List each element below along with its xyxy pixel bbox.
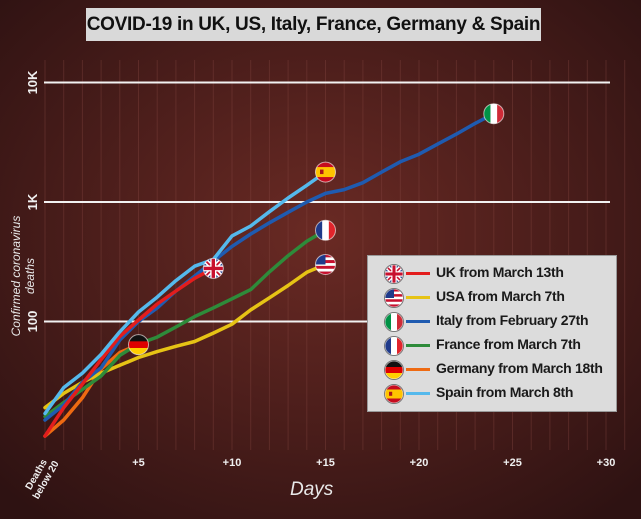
x-tick-label: +5 — [132, 457, 145, 469]
series-line-italy — [43, 111, 496, 422]
x-axis-label: Days — [290, 479, 334, 500]
spain-flag-icon — [385, 385, 403, 403]
legend-label: UK from March 13th — [436, 264, 564, 280]
legend-swatch — [406, 392, 430, 395]
france-flag-icon — [384, 336, 404, 356]
germany-flag-icon — [385, 361, 403, 379]
uk-flag-icon — [202, 257, 224, 279]
series-end-marker-germany — [128, 334, 149, 356]
italy-flag-icon — [483, 103, 505, 125]
legend-label: USA from March 7th — [436, 288, 565, 304]
italy-flag-icon — [384, 312, 404, 332]
legend-item-usa: USA from March 7th — [378, 287, 614, 309]
legend-swatch — [406, 344, 430, 347]
legend: UK from March 13th USA from March 7th Ital… — [367, 255, 617, 412]
uk-flag-icon — [384, 264, 404, 284]
series-line-france — [43, 228, 328, 419]
x-tick-label: +15 — [316, 457, 335, 469]
legend-swatch — [406, 272, 430, 275]
series-end-marker-italy — [483, 103, 505, 125]
uk-flag-icon — [385, 265, 403, 283]
legend-label: France from March 7th — [436, 336, 581, 352]
legend-item-italy: Italy from February 27th — [378, 311, 614, 333]
x-tick-label: +30 — [597, 457, 616, 469]
legend-item-france: France from March 7th — [378, 335, 614, 357]
legend-item-germany: Germany from March 18th — [378, 359, 614, 381]
series-end-marker-usa — [315, 253, 336, 275]
usa-flag-icon — [315, 253, 336, 275]
x-tick-label: +20 — [410, 457, 429, 469]
germany-flag-icon — [384, 360, 404, 380]
y-tick-label: 10K — [25, 70, 40, 94]
series-line-usa — [43, 262, 328, 410]
legend-label: Italy from February 27th — [436, 312, 589, 328]
france-flag-icon — [315, 219, 336, 241]
germany-flag-icon — [128, 334, 149, 356]
series-line-spain — [43, 170, 328, 416]
series-line-uk — [43, 266, 216, 438]
legend-label: Germany from March 18th — [436, 360, 603, 376]
usa-flag-icon — [384, 288, 404, 308]
france-flag-icon — [385, 337, 403, 355]
y-axis-label: Confirmed coronavirus deaths — [9, 215, 37, 337]
legend-swatch — [406, 296, 430, 299]
series-end-marker-france — [315, 219, 336, 241]
x-tick-label: +10 — [223, 457, 242, 469]
spain-flag-icon — [384, 384, 404, 404]
usa-flag-icon — [385, 289, 403, 307]
series-end-marker-spain — [315, 161, 336, 183]
series-end-marker-uk — [202, 257, 224, 279]
legend-label: Spain from March 8th — [436, 384, 574, 400]
chart-title: COVID-19 in UK, US, Italy, France, Germa… — [86, 8, 541, 41]
legend-item-uk: UK from March 13th — [378, 263, 614, 285]
legend-swatch — [406, 320, 430, 323]
spain-flag-icon — [315, 161, 336, 183]
legend-swatch — [406, 368, 430, 371]
legend-item-spain: Spain from March 8th — [378, 383, 614, 405]
y-tick-label: 1K — [25, 193, 40, 210]
italy-flag-icon — [385, 313, 403, 331]
y-tick-label: 100 — [25, 311, 40, 333]
x-tick-label: +25 — [503, 457, 522, 469]
